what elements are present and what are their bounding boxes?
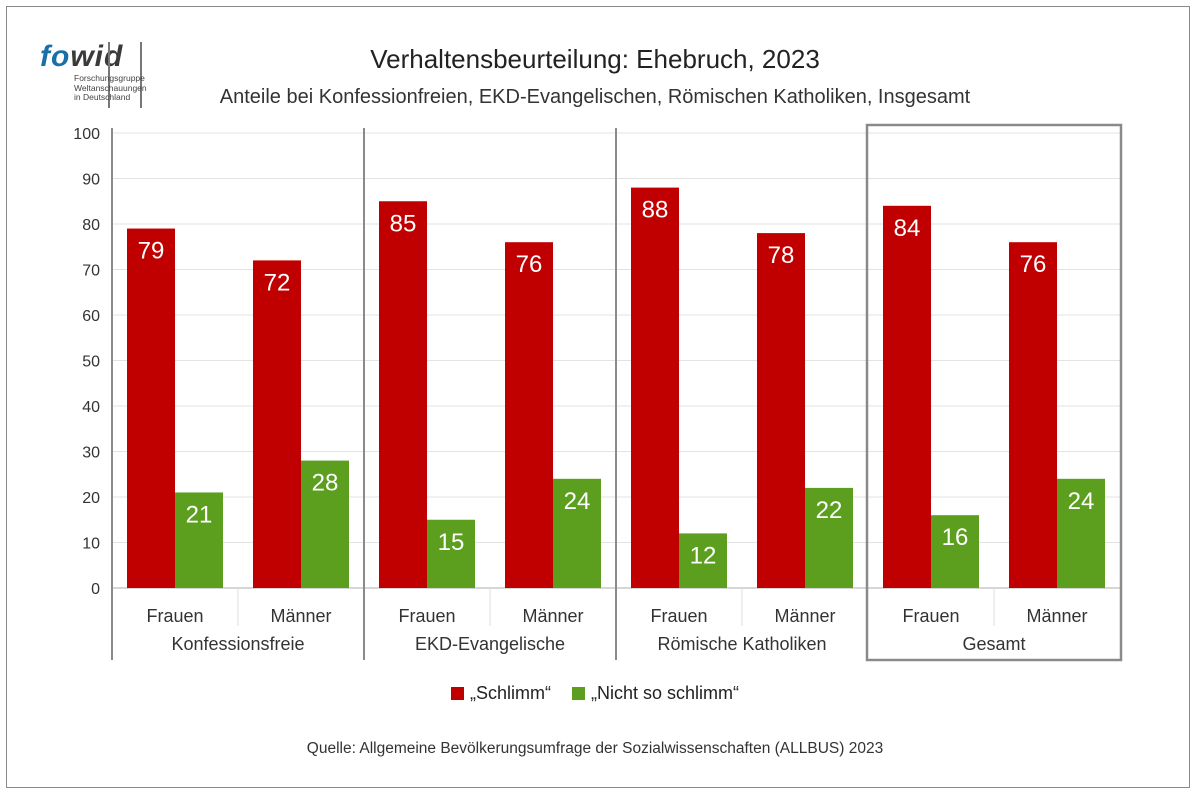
legend-item-schlimm: „Schlimm“ bbox=[450, 683, 551, 704]
data-label: 76 bbox=[516, 251, 543, 278]
y-tick-label: 70 bbox=[82, 263, 100, 280]
bar bbox=[301, 460, 349, 588]
bar bbox=[253, 260, 301, 588]
legend-item-nicht-so-schlimm: „Nicht so schlimm“ bbox=[572, 683, 739, 704]
x-category-label: Frauen bbox=[146, 606, 203, 626]
data-label: 78 bbox=[768, 242, 795, 269]
data-label: 12 bbox=[690, 542, 717, 569]
x-category-label: Männer bbox=[270, 606, 331, 626]
data-label: 15 bbox=[438, 529, 465, 556]
data-label: 85 bbox=[390, 210, 417, 237]
legend-swatch bbox=[450, 687, 464, 700]
y-tick-label: 20 bbox=[82, 490, 100, 507]
data-label: 28 bbox=[312, 470, 339, 497]
bar-chart: 0 10 20 30 40 50 60 70 80 90 100 79 21 Frauen 72 28 Männ… bbox=[73, 123, 1123, 662]
data-label: 79 bbox=[138, 238, 165, 265]
x-category-label: Männer bbox=[522, 606, 583, 626]
bar bbox=[1057, 478, 1105, 588]
data-label: 16 bbox=[942, 524, 969, 551]
legend: „Schlimm“ „Nicht so schlimm“ bbox=[0, 683, 1190, 704]
y-tick-label: 30 bbox=[82, 445, 100, 462]
bar bbox=[805, 487, 853, 588]
data-label: 72 bbox=[264, 269, 291, 296]
chart-frame bbox=[6, 6, 1190, 788]
y-tick-label: 50 bbox=[82, 354, 100, 371]
logo-divider bbox=[108, 42, 110, 108]
legend-swatch bbox=[572, 687, 585, 700]
x-category-label: Männer bbox=[774, 606, 835, 626]
data-label: 24 bbox=[1068, 488, 1095, 515]
bar bbox=[757, 233, 805, 588]
bar bbox=[679, 533, 727, 588]
y-tick-label: 80 bbox=[82, 217, 100, 234]
data-label: 24 bbox=[564, 488, 591, 515]
bar bbox=[175, 492, 223, 588]
fowid-logo: fowid Forschungsgruppe Weltanschauungen … bbox=[40, 40, 170, 110]
y-tick-label: 90 bbox=[82, 172, 100, 189]
source-note: Quelle: Allgemeine Bevölkerungsumfrage d… bbox=[306, 740, 884, 757]
bar bbox=[931, 515, 979, 588]
x-category-label: Frauen bbox=[650, 606, 707, 626]
logo-wordmark: fowid bbox=[40, 40, 124, 73]
x-group-label: Konfessionsfreie bbox=[171, 634, 304, 654]
data-label: 22 bbox=[816, 497, 843, 524]
x-group-label: Gesamt bbox=[962, 634, 1025, 654]
y-tick-label: 100 bbox=[73, 126, 100, 143]
chart-subtitle: Anteile bei Konfessionfreien, EKD-Evange… bbox=[219, 86, 971, 108]
bar bbox=[379, 201, 427, 588]
logo-subtitle: Forschungsgruppe Weltanschauungen in Deu… bbox=[74, 73, 147, 102]
y-tick-label: 0 bbox=[91, 581, 100, 598]
data-label: 88 bbox=[642, 197, 669, 224]
x-group-label: EKD-Evangelische bbox=[415, 634, 565, 654]
bar bbox=[1009, 242, 1057, 588]
highlight-box bbox=[865, 123, 1123, 662]
y-tick-label: 10 bbox=[82, 536, 100, 553]
bar bbox=[427, 519, 475, 588]
chart-title: Verhaltensbeurteilung: Ehebruch, 2023 bbox=[370, 44, 820, 74]
bar bbox=[631, 187, 679, 588]
logo-divider bbox=[140, 42, 142, 108]
y-tick-label: 40 bbox=[82, 399, 100, 416]
data-label: 84 bbox=[894, 215, 921, 242]
bar bbox=[553, 478, 601, 588]
x-category-label: Frauen bbox=[398, 606, 455, 626]
bar bbox=[127, 228, 175, 589]
x-category-label: Männer bbox=[1026, 606, 1087, 626]
bar bbox=[883, 205, 931, 589]
bar bbox=[505, 242, 553, 588]
data-label: 21 bbox=[186, 501, 213, 528]
data-label: 76 bbox=[1020, 251, 1047, 278]
x-group-label: Römische Katholiken bbox=[657, 634, 826, 654]
x-category-label: Frauen bbox=[902, 606, 959, 626]
y-tick-label: 60 bbox=[82, 308, 100, 325]
